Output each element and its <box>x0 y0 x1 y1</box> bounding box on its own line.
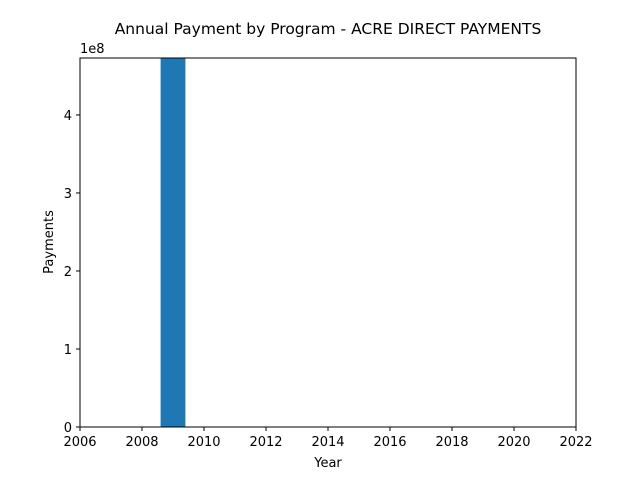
x-axis-label: Year <box>313 456 342 471</box>
bar <box>160 58 186 427</box>
bars <box>160 58 186 427</box>
y-tick-label: 2 <box>64 265 72 280</box>
x-tick-label: 2010 <box>187 435 220 450</box>
y-tick-label: 4 <box>64 109 72 124</box>
y-tick-label: 1 <box>64 343 72 358</box>
x-tick-label: 2016 <box>373 435 406 450</box>
x-axis-ticks: 2006 2008 2010 2012 2014 2016 2018 2020 2022 <box>63 427 593 450</box>
x-tick-label: 2020 <box>497 435 530 450</box>
y-offset-label: 1e8 <box>80 42 105 57</box>
chart-title: Annual Payment by Program - ACRE DIRECT … <box>115 20 542 38</box>
x-tick-label: 2022 <box>559 435 592 450</box>
x-tick-label: 2006 <box>63 435 96 450</box>
x-tick-label: 2008 <box>125 435 158 450</box>
x-tick-label: 2018 <box>435 435 468 450</box>
plot-frame <box>79 57 577 428</box>
x-tick-label: 2014 <box>311 435 344 450</box>
y-axis-label: Payments <box>42 210 57 274</box>
y-axis-ticks: 0 1 2 3 4 <box>64 109 80 436</box>
x-tick-label: 2012 <box>249 435 282 450</box>
y-tick-label: 3 <box>64 187 72 202</box>
y-tick-label: 0 <box>64 421 72 436</box>
